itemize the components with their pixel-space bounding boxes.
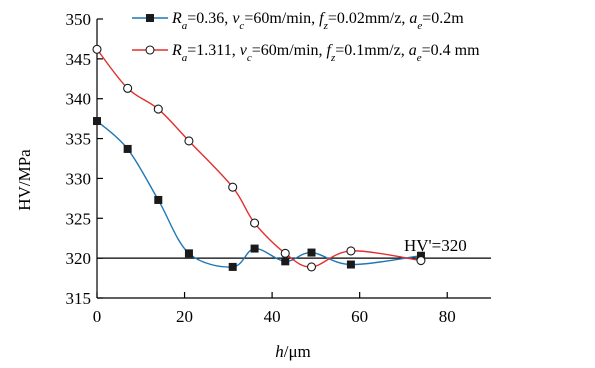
x-tick-label: 60	[351, 307, 368, 326]
y-tick-label: 335	[66, 130, 92, 149]
data-point-circle	[228, 182, 238, 192]
legend: Ra=0.36, vc=60m/min, fz=0.02mm/z, ae=0.2…	[132, 10, 480, 64]
series-1	[93, 117, 425, 271]
series-2	[92, 44, 426, 272]
data-point-square	[346, 260, 355, 269]
data-point-circle	[280, 248, 290, 258]
y-tick-label: 345	[66, 50, 92, 69]
x-axis-label-unit: /μm	[284, 342, 311, 361]
axes	[96, 19, 491, 299]
y-tick-label: 340	[66, 90, 92, 109]
data-point-circle	[184, 136, 194, 146]
data-point-square	[281, 257, 290, 266]
y-axis-ticks: 315 320 325 330 335 340 345 350	[66, 10, 103, 308]
legend-label: Ra=1.311, vc=60m/min, fz=0.1mm/z, ae=0.4…	[171, 42, 480, 64]
data-point-square	[93, 117, 101, 126]
y-tick-label: 330	[66, 169, 92, 188]
y-tick-label: 320	[66, 249, 92, 268]
x-tick-label: 80	[439, 307, 456, 326]
y-axis-label: HV/MPa	[15, 149, 34, 211]
y-tick-label: 350	[66, 10, 92, 29]
data-point-square	[228, 262, 237, 271]
data-point-square	[250, 244, 259, 253]
legend-circle-marker	[145, 45, 155, 55]
data-point-circle	[123, 83, 133, 93]
data-point-square	[184, 249, 193, 258]
legend-item-2: Ra=1.311, vc=60m/min, fz=0.1mm/z, ae=0.4…	[132, 42, 480, 64]
x-axis-ticks: 0 20 40 60 80	[93, 292, 456, 326]
data-point-circle	[92, 44, 102, 54]
reference-line-label: HV'=320	[404, 236, 467, 255]
legend-item-1: Ra=0.36, vc=60m/min, fz=0.02mm/z, ae=0.2…	[132, 10, 464, 32]
data-point-square	[416, 251, 425, 260]
data-point-square	[154, 195, 163, 204]
series-2-line	[96, 48, 422, 268]
data-point-square	[123, 144, 132, 153]
x-axis-label-variable: h	[275, 342, 284, 361]
series-1-line	[96, 120, 422, 268]
data-point-circle	[346, 246, 356, 256]
data-point-square	[307, 248, 316, 257]
x-tick-label: 40	[264, 307, 281, 326]
y-tick-label: 315	[66, 289, 92, 308]
legend-label: Ra=0.36, vc=60m/min, fz=0.02mm/z, ae=0.2…	[171, 10, 464, 32]
y-tick-label: 325	[66, 209, 92, 228]
series-layer	[92, 44, 426, 272]
data-point-circle	[250, 218, 260, 228]
reference-line-group: HV'=320	[97, 236, 491, 259]
data-point-circle	[306, 262, 317, 272]
legend-square-marker	[146, 14, 154, 22]
x-axis-label: h/μm	[275, 342, 311, 361]
data-point-circle	[416, 255, 426, 266]
x-tick-label: 0	[93, 307, 102, 326]
x-tick-label: 20	[176, 307, 193, 326]
data-point-circle	[153, 104, 163, 114]
